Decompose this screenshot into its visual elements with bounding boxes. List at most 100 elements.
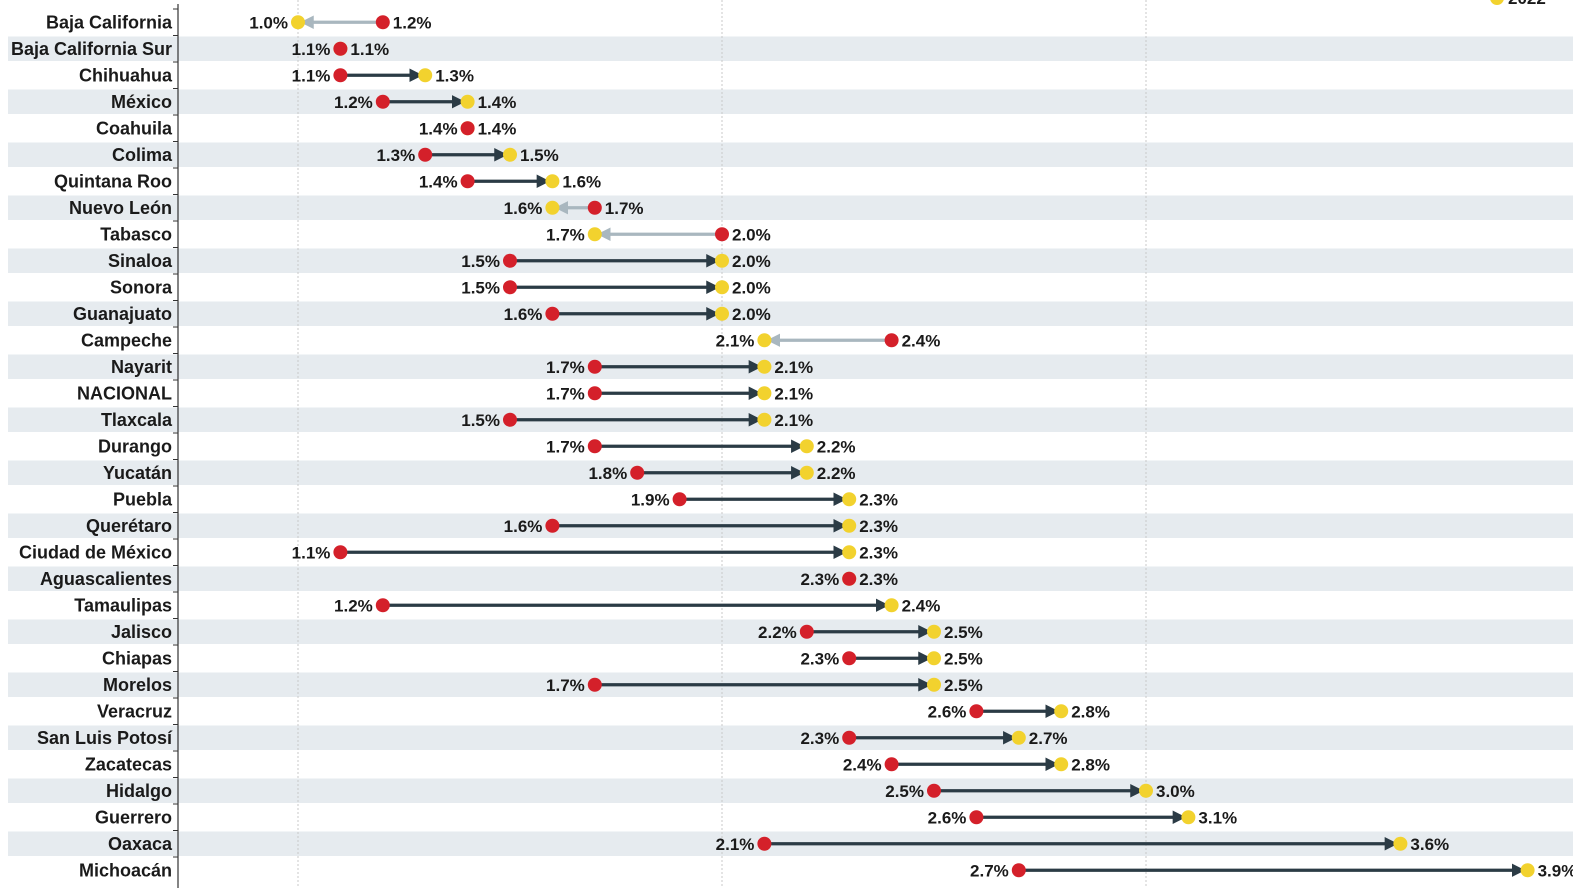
row-band (8, 142, 1573, 167)
value-label: 1.1% (292, 66, 331, 85)
start-dot (503, 280, 517, 295)
end-dot (842, 492, 857, 507)
value-label: 2.7% (1029, 729, 1068, 748)
value-label: 2.3% (859, 543, 898, 562)
value-label: 1.5% (461, 252, 500, 271)
start-dot (969, 704, 984, 719)
end-dot (799, 439, 814, 454)
value-label: 1.7% (546, 225, 585, 244)
start-dot (503, 253, 517, 268)
state-label: Hidalgo (106, 781, 172, 801)
value-label: 2.1% (716, 835, 755, 854)
value-label: 1.2% (334, 596, 373, 615)
state-label: Ciudad de México (19, 542, 172, 562)
state-label: Colima (112, 145, 173, 165)
start-dot (884, 757, 899, 772)
value-label: 1.6% (562, 172, 601, 191)
value-label: 2.4% (902, 596, 941, 615)
legend-marker-2022 (1490, 0, 1504, 5)
end-dot (460, 94, 475, 109)
value-label: 2.4% (902, 331, 941, 350)
state-label: NACIONAL (77, 383, 172, 403)
value-label: 1.6% (504, 517, 543, 536)
start-dot (418, 147, 433, 162)
start-dot (927, 783, 941, 798)
value-label: 1.4% (478, 93, 517, 112)
start-dot (884, 333, 899, 348)
state-label: Sonora (110, 277, 173, 297)
end-dot (715, 280, 729, 295)
value-label: 2.5% (944, 676, 983, 695)
value-label: 1.7% (605, 199, 644, 218)
end-dot (757, 412, 772, 427)
value-label: 2.0% (732, 225, 771, 244)
start-dot (587, 200, 602, 215)
start-dot (375, 598, 390, 613)
value-label: 2.3% (800, 649, 839, 668)
end-dot (757, 333, 772, 348)
end-dot (842, 518, 857, 533)
row-band (8, 301, 1573, 326)
value-label: 2.0% (732, 252, 771, 271)
state-label: Puebla (113, 489, 173, 509)
value-label: 1.0% (249, 13, 288, 32)
value-label: 2.5% (944, 649, 983, 668)
end-dot (1181, 810, 1196, 825)
state-label: Durango (98, 436, 172, 456)
end-dot (799, 465, 814, 480)
row-band (8, 778, 1573, 803)
start-dot (375, 94, 390, 109)
end-dot (715, 253, 729, 268)
row-band (8, 248, 1573, 273)
state-label: Yucatán (103, 463, 172, 483)
value-label: 1.4% (419, 172, 458, 191)
start-dot (333, 41, 348, 56)
start-dot (333, 545, 348, 560)
end-dot (884, 598, 899, 613)
end-dot (291, 15, 305, 30)
end-dot (715, 306, 729, 321)
value-label: 3.0% (1156, 782, 1195, 801)
start-dot (757, 836, 772, 851)
state-label: Sinaloa (108, 251, 173, 271)
end-dot (1054, 757, 1069, 772)
state-label: Zacatecas (85, 754, 172, 774)
value-label: 1.7% (546, 437, 585, 456)
end-dot (757, 386, 772, 401)
end-dot (757, 359, 772, 374)
value-label: 1.1% (292, 543, 331, 562)
value-label: 3.1% (1198, 808, 1237, 827)
value-label: 2.0% (732, 278, 771, 297)
state-label: Oaxaca (108, 834, 173, 854)
value-label: 1.4% (478, 119, 517, 138)
value-label: 1.7% (546, 358, 585, 377)
start-dot (460, 121, 475, 136)
legend-label-2022: 2022 (1508, 0, 1546, 8)
value-label: 1.4% (419, 119, 458, 138)
start-dot (587, 677, 602, 692)
state-label: Aguascalientes (40, 569, 172, 589)
start-dot (672, 492, 687, 507)
state-label: San Luis Potosí (37, 728, 173, 748)
end-dot (587, 227, 602, 242)
value-label: 2.3% (859, 490, 898, 509)
end-dot (1011, 730, 1026, 745)
start-dot (503, 412, 517, 427)
row-band (8, 89, 1573, 114)
value-label: 2.1% (774, 384, 813, 403)
state-label: Michoacán (79, 860, 172, 880)
row-band (8, 407, 1573, 432)
state-label: Chiapas (102, 648, 172, 668)
value-label: 1.8% (588, 464, 627, 483)
value-label: 2.1% (716, 331, 755, 350)
value-label: 2.2% (758, 623, 797, 642)
end-dot (1139, 783, 1153, 798)
start-dot (460, 174, 475, 189)
state-label: Baja California (46, 12, 173, 32)
start-dot (375, 15, 390, 30)
start-dot (333, 68, 348, 83)
state-label: Guanajuato (73, 304, 172, 324)
value-label: 1.7% (546, 384, 585, 403)
end-dot (927, 651, 941, 666)
value-label: 2.3% (859, 570, 898, 589)
